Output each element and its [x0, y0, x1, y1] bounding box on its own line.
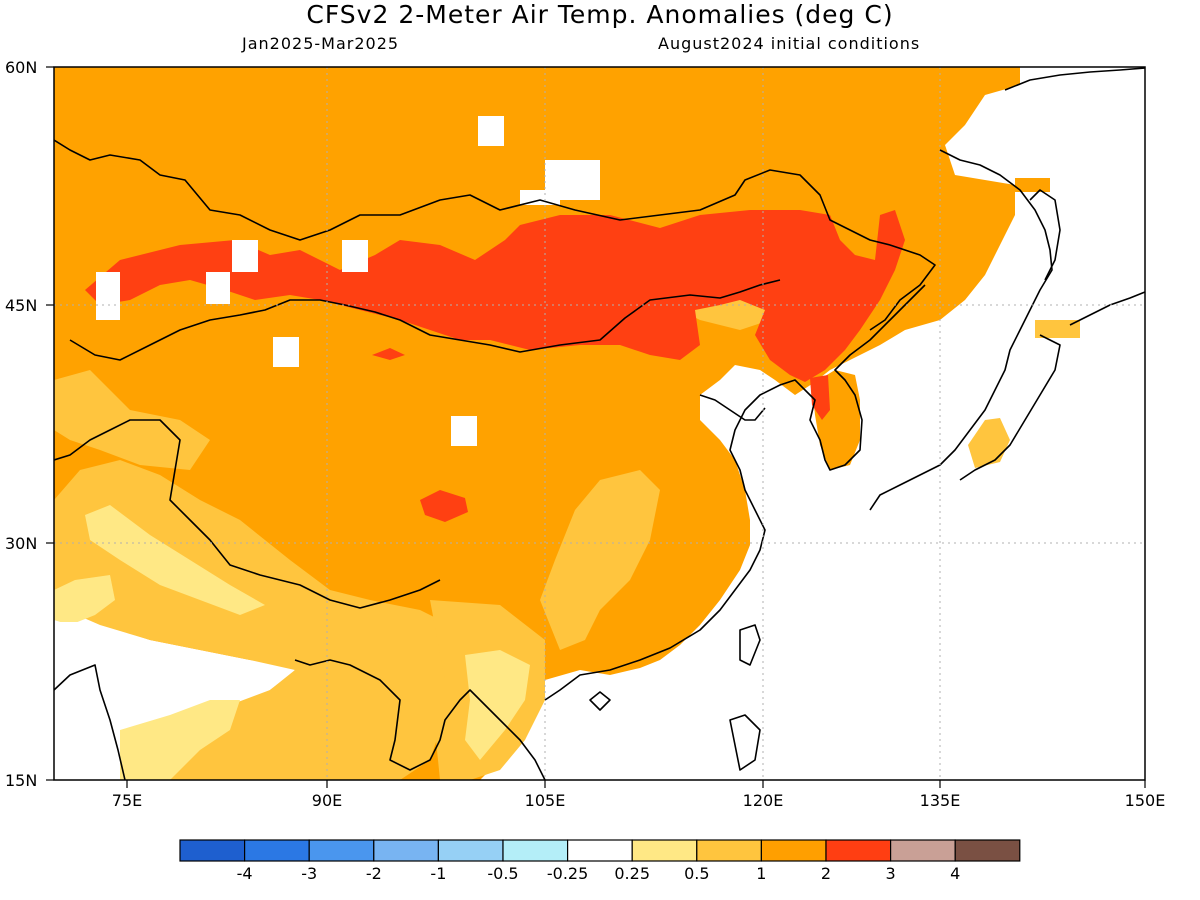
lat-label-15n: 15N: [5, 771, 37, 790]
colorbar: -4 -3 -2 -1 -0.5 -0.25 0.25 0.5 1 2 3 4: [179, 839, 1021, 883]
colorbar-label: -0.25: [547, 864, 588, 883]
lat-label-30n: 30N: [5, 534, 37, 553]
colorbar-swatch: [373, 839, 439, 862]
anomaly-region-japan-north: [1035, 320, 1080, 338]
lat-label-45n: 45N: [5, 296, 37, 315]
chart-title: CFSv2 2-Meter Air Temp. Anomalies (deg C…: [306, 0, 894, 29]
colorbar-label: -0.5: [487, 864, 518, 883]
colorbar-label: 0.25: [614, 864, 650, 883]
coastlines: [54, 67, 1145, 780]
colorbar-swatch: [244, 839, 310, 862]
colorbar-swatch: [760, 839, 827, 862]
lon-label-90e: 90E: [312, 791, 342, 810]
anomaly-region-pale-west: [54, 575, 115, 625]
forecast-period: Jan2025-Mar2025: [242, 34, 400, 53]
anomaly-region-pale-myanmar: [465, 650, 530, 760]
lat-label-60n: 60N: [5, 58, 37, 77]
lon-label-135e: 135E: [920, 791, 961, 810]
map-frame: [53, 66, 1146, 781]
colorbar-swatch: [631, 839, 698, 862]
colorbar-label: -2: [366, 864, 382, 883]
anomaly-region-strong-small: [372, 348, 405, 360]
lon-label-120e: 120E: [743, 791, 784, 810]
lon-label-105e: 105E: [525, 791, 566, 810]
anomaly-region-hokkaido-edge: [1015, 178, 1050, 192]
colorbar-swatch: [825, 839, 892, 862]
lon-ticks: [126, 780, 1146, 788]
grid-lines: [54, 67, 1145, 780]
lon-label-75e: 75E: [112, 791, 142, 810]
initial-conditions: August2024 initial conditions: [658, 34, 921, 53]
colorbar-swatch: [889, 839, 956, 862]
colorbar-swatch: [179, 839, 246, 862]
colorbar-label: 1: [756, 864, 766, 883]
colorbar-label: -4: [237, 864, 253, 883]
lake-cells: [54, 116, 600, 690]
colorbar-label: 4: [950, 864, 960, 883]
anomaly-region-strong-korea: [810, 375, 830, 420]
lon-label-150e: 150E: [1125, 791, 1166, 810]
colorbar-swatch: [566, 839, 633, 862]
anomaly-region-pale-india: [85, 505, 265, 615]
colorbar-label: 0.5: [684, 864, 709, 883]
colorbar-swatch: [437, 839, 504, 862]
colorbar-swatch: [696, 839, 762, 862]
anomaly-region-pale-south-india: [120, 700, 240, 780]
anomaly-region-strong-band: [85, 210, 905, 382]
colorbar-label: 3: [886, 864, 896, 883]
colorbar-label: -1: [430, 864, 446, 883]
anomaly-region-light-china: [540, 470, 660, 650]
colorbar-swatch: [502, 839, 569, 862]
colorbar-label: 2: [821, 864, 831, 883]
colorbar-label: -3: [301, 864, 317, 883]
lat-ticks: [46, 66, 54, 781]
anomaly-region-strong-tibet: [420, 490, 468, 522]
colorbar-swatch: [954, 839, 1021, 862]
map-plot: [54, 67, 1145, 780]
colorbar-swatch: [308, 839, 375, 862]
